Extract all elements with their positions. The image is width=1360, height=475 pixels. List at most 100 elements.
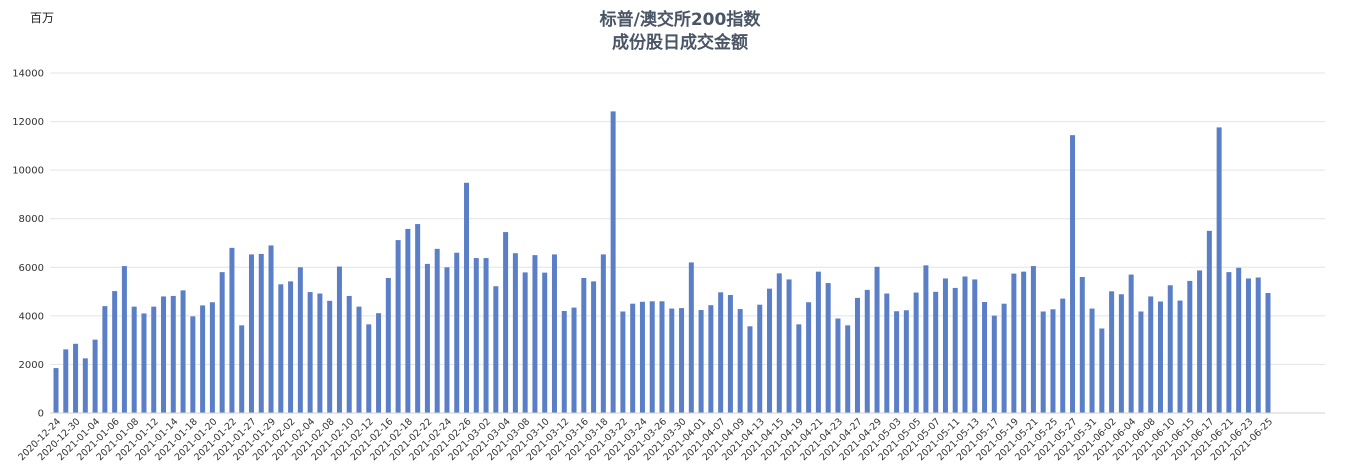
y-tick-label: 6000 xyxy=(19,263,44,274)
bar xyxy=(776,273,782,413)
bar xyxy=(532,255,538,413)
bar xyxy=(1206,230,1212,413)
bar xyxy=(63,349,69,413)
bar xyxy=(170,295,176,413)
bar xyxy=(248,254,254,413)
bar xyxy=(649,301,655,413)
bar xyxy=(600,254,606,413)
bar xyxy=(698,310,704,413)
y-axis-ticks: 0 2000 4000 6000 8000 10000 12000 14000 xyxy=(12,69,44,420)
bar xyxy=(796,324,802,413)
bar xyxy=(1157,301,1163,413)
bar xyxy=(923,265,929,413)
bar xyxy=(307,292,313,413)
bar xyxy=(92,339,98,413)
bar xyxy=(1011,273,1017,413)
bar xyxy=(688,262,694,413)
bar xyxy=(239,325,245,413)
bar xyxy=(473,258,479,413)
bar xyxy=(727,294,733,413)
bar xyxy=(258,253,264,413)
bar xyxy=(464,182,470,413)
bar xyxy=(542,272,548,413)
bar xyxy=(747,326,753,413)
bar xyxy=(444,267,450,413)
bar xyxy=(288,281,294,413)
bar xyxy=(1050,309,1056,413)
bar xyxy=(1060,298,1066,413)
bar xyxy=(972,279,978,413)
bar xyxy=(493,286,499,413)
bar xyxy=(141,313,147,413)
chart-title-line2: 成份股日成交金额 xyxy=(612,32,748,53)
bar xyxy=(1226,272,1232,413)
bar xyxy=(903,310,909,413)
bar xyxy=(268,245,274,413)
bar xyxy=(767,288,773,413)
bar xyxy=(1118,294,1124,413)
bar xyxy=(483,258,489,413)
y-tick-label: 2000 xyxy=(19,360,44,371)
bar xyxy=(1138,311,1144,413)
bar xyxy=(336,266,342,413)
bar xyxy=(454,252,460,413)
y-tick-label: 4000 xyxy=(19,311,44,322)
bar xyxy=(1040,311,1046,413)
bar xyxy=(1030,266,1036,413)
bar xyxy=(131,306,137,413)
bar xyxy=(53,368,59,413)
bar xyxy=(1255,277,1261,413)
bar xyxy=(630,303,636,413)
y-tick-label: 0 xyxy=(38,409,44,420)
bar xyxy=(551,254,557,413)
y-tick-label: 10000 xyxy=(12,166,44,177)
bar xyxy=(82,358,88,413)
bar xyxy=(737,309,743,413)
bar xyxy=(73,343,79,413)
bar xyxy=(385,277,391,413)
bar xyxy=(424,263,430,413)
bar xyxy=(317,293,323,413)
bar xyxy=(815,271,821,413)
bar xyxy=(1197,270,1203,413)
bar xyxy=(884,293,890,413)
bar xyxy=(708,305,714,413)
bar xyxy=(1128,274,1134,413)
bar xyxy=(190,316,196,413)
bar xyxy=(1236,267,1242,413)
bar xyxy=(806,302,812,413)
x-axis-ticks: 2020-12-242020-12-302021-01-042021-01-06… xyxy=(16,416,1275,463)
bar xyxy=(102,306,108,413)
bar xyxy=(620,311,626,413)
bar xyxy=(405,228,411,413)
bar xyxy=(982,302,988,413)
bar xyxy=(952,287,958,413)
y-tick-label: 8000 xyxy=(19,214,44,225)
bar xyxy=(825,283,831,413)
bar xyxy=(854,297,860,413)
bar xyxy=(503,232,509,413)
bar xyxy=(297,267,303,413)
bar xyxy=(434,248,440,413)
bar xyxy=(346,295,352,413)
bar xyxy=(1167,285,1173,413)
bar xyxy=(864,289,870,413)
bar xyxy=(581,277,587,413)
bar xyxy=(757,304,763,413)
bar xyxy=(913,292,919,413)
bar xyxy=(1109,291,1115,413)
bar xyxy=(571,307,577,413)
bar xyxy=(1021,271,1027,413)
bar xyxy=(366,324,372,413)
bar xyxy=(219,272,225,413)
bar xyxy=(1265,293,1271,413)
bar xyxy=(874,266,880,413)
bar xyxy=(1001,303,1007,413)
bar xyxy=(669,308,675,413)
bar xyxy=(942,278,948,413)
bar xyxy=(1216,127,1222,414)
bar xyxy=(278,284,284,413)
bar xyxy=(327,300,333,413)
bar xyxy=(786,279,792,413)
bar xyxy=(229,247,235,413)
